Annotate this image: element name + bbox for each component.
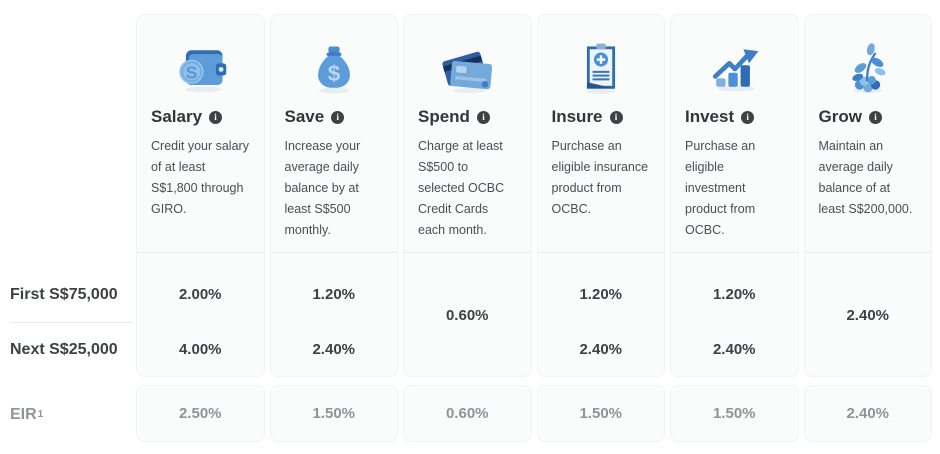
grow-rate-merged: 2.40% [846,306,890,324]
save-card: $ Save i Increase your average daily bal… [269,14,398,377]
spend-description: Charge at least S$500 to selected OCBC C… [418,139,505,237]
spend-rate-merged: 0.60% [445,306,489,324]
grow-info-icon[interactable]: i [868,110,882,124]
insure-eir-value: 1.50% [536,385,665,442]
grow-icon-box [819,15,918,105]
label-spacer [0,14,136,267]
bag-dollar-sign: $ [327,61,340,86]
money-bag-icon: $ [317,46,350,94]
row-label-tier2: Next S$25,000 [10,341,118,358]
plan-column-save: $ Save i Increase your average daily bal… [269,14,398,443]
insure-rate-tier2: 2.40% [579,341,623,358]
salary-card: S Salary i Credit your salary of at leas… [136,14,265,377]
insure-card-header: Insure i Purchase an eligible insurance … [537,15,664,253]
row-label-tier1: First S$75,000 [10,285,118,303]
save-description: Increase your average daily balance by a… [284,139,361,237]
plan-column-salary: S Salary i Credit your salary of at leas… [136,14,265,443]
invest-eir-value: 1.50% [670,385,799,442]
save-eir-value: 1.50% [269,385,398,442]
insurance-policy-icon [586,43,615,94]
spend-card-header: Spend i Charge at least S$500 to selecte… [404,15,531,253]
row-labels-column: First S$75,000 Next S$25,000 EIR 1 [0,14,136,443]
investment-growth-icon [713,49,759,92]
invest-title: Invest [685,107,735,126]
eir-label-text: EIR [10,405,37,423]
insure-card: Insure i Purchase an eligible insurance … [536,14,665,377]
save-card-header: $ Save i Increase your average daily bal… [270,15,397,253]
spend-eir-value: 0.60% [403,385,532,442]
salary-card-header: S Salary i Credit your salary of at leas… [137,15,264,253]
grow-rates: 2.40% [805,253,932,376]
save-rates: 1.20% 2.40% [271,253,398,376]
invest-rates: 1.20% 2.40% [671,253,798,376]
invest-info-icon[interactable]: i [741,110,755,124]
plan-column-insure: Insure i Purchase an eligible insurance … [536,14,665,443]
credit-cards-icon [442,51,493,93]
spend-title: Spend [418,107,470,126]
wallet-icon: S [179,50,227,93]
salary-eir-value: 2.50% [136,385,265,442]
insure-description: Purchase an eligible insurance product f… [551,139,649,216]
money-plant-icon [852,43,886,93]
salary-rates: 2.00% 4.00% [137,253,264,376]
coin-letter: S [186,62,198,82]
eir-footnote-marker: 1 [37,409,44,420]
save-rate-tier2: 2.40% [312,341,356,358]
plan-columns: S Salary i Credit your salary of at leas… [136,14,932,443]
invest-card: Invest i Purchase an eligible investment… [670,14,799,377]
insure-info-icon[interactable]: i [609,110,623,124]
spend-info-icon[interactable]: i [476,110,490,124]
invest-rate-tier1: 1.20% [712,286,756,303]
spend-rates: 0.60% [404,253,531,376]
invest-card-header: Invest i Purchase an eligible investment… [671,15,798,253]
invest-description: Purchase an eligible investment product … [685,139,756,237]
salary-description: Credit your salary of at least S$1,800 t… [151,139,249,216]
salary-info-icon[interactable]: i [209,110,223,124]
spend-card: Spend i Charge at least S$500 to selecte… [403,14,532,377]
grow-title: Grow [818,107,862,126]
insure-title: Insure [551,107,603,126]
grow-description: Maintain an average daily balance of at … [818,139,913,216]
spend-icon-box [418,15,517,105]
invest-rate-tier2: 2.40% [712,341,756,358]
grow-card-header: Grow i Maintain an average daily balance… [804,15,931,253]
insure-rates: 1.20% 2.40% [538,253,665,376]
plan-column-invest: Invest i Purchase an eligible investment… [670,14,799,443]
row-label-eir: EIR 1 [0,386,136,443]
salary-rate-tier1: 2.00% [178,286,222,303]
insure-icon-box [552,15,651,105]
salary-icon-box: S [151,15,250,105]
grow-card: Grow i Maintain an average daily balance… [803,14,932,377]
save-title: Save [284,107,325,126]
save-rate-tier1: 1.20% [312,286,356,303]
save-icon-box: $ [285,15,384,105]
save-info-icon[interactable]: i [331,110,345,124]
insure-rate-tier1: 1.20% [579,286,623,303]
invest-icon-box [685,15,784,105]
plan-column-spend: Spend i Charge at least S$500 to selecte… [403,14,532,443]
salary-title: Salary [151,107,203,126]
row-label-divider [10,322,132,323]
plan-column-grow: Grow i Maintain an average daily balance… [803,14,932,443]
salary-rate-tier2: 4.00% [178,341,222,358]
grow-eir-value: 2.40% [803,385,932,442]
